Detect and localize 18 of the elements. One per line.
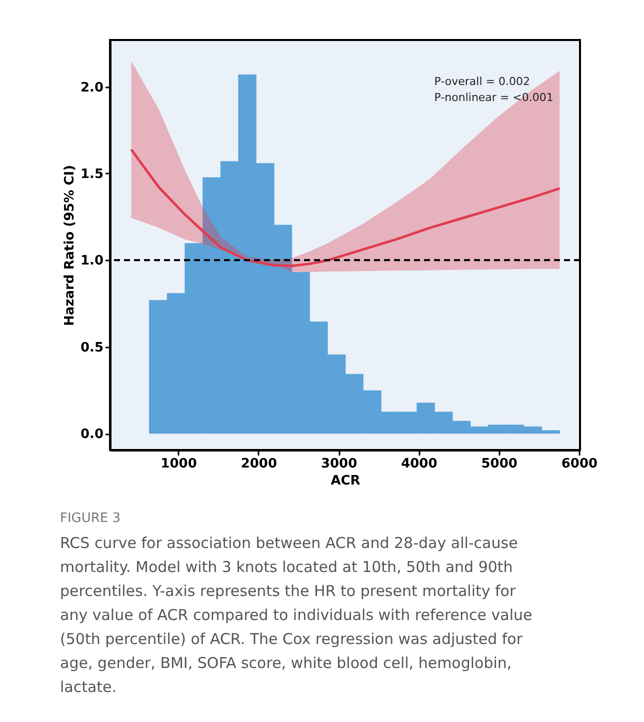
- x-tick-label: 1000: [160, 456, 197, 472]
- x-axis-title: ACR: [330, 474, 360, 488]
- caption: FIGURE 3: [60, 511, 121, 526]
- x-tick-label: 3000: [320, 456, 358, 472]
- annotation: P-overall = 0.002: [434, 75, 530, 88]
- line-series: [130, 148, 561, 268]
- x-tick-label: 4000: [401, 456, 438, 472]
- annotation: P-nonlinear = <0.001: [434, 91, 554, 104]
- y-tick-label: 1.0: [80, 254, 104, 269]
- y-tick-label: 2.0: [80, 80, 104, 96]
- x-tick-label: 5000: [481, 456, 518, 472]
- y-tick-label: 0.5: [80, 340, 104, 356]
- x-tick-label: 2000: [240, 456, 278, 472]
- y-tick-label: 1.5: [80, 166, 104, 182]
- x-tick-label: 6000: [561, 456, 598, 472]
- y-tick-label: 0.0: [80, 427, 104, 442]
- text: RCS curve for association between ACR and 28-day all-cause mortality. Model with 3 knots located at 10th, 50th and 90th percentiles. Y-axis represents the HR to present mortality for any value of ACR compared to individuals with reference value (50th percentile) of ACR. The Cox regression was adjusted for age, gender, BMI, SOFA score, white blood cell, hemoglobin, lactate.: [60, 534, 532, 696]
- y-axis-title: Hazard Ratio (95% CI): [62, 164, 78, 326]
